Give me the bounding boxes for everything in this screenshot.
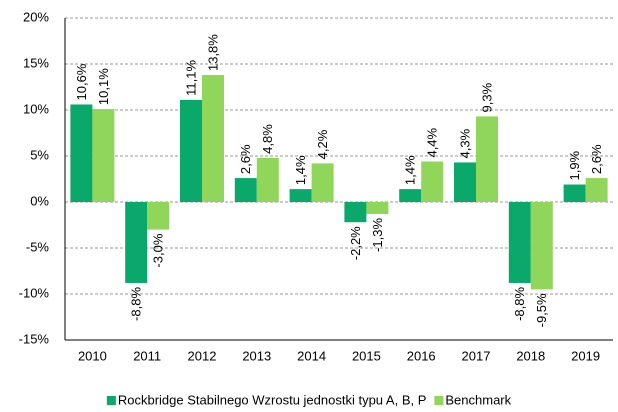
data-label: 4,4% bbox=[425, 127, 440, 157]
data-label: -3,0% bbox=[151, 233, 166, 267]
bar bbox=[454, 162, 476, 202]
x-tick-label: 2018 bbox=[516, 348, 545, 363]
bar bbox=[289, 189, 312, 202]
bar bbox=[399, 189, 422, 202]
y-tick-label: -15% bbox=[19, 331, 50, 346]
y-tick-label: 20% bbox=[23, 9, 49, 24]
data-label: 11,1% bbox=[183, 60, 198, 96]
data-label: 4,3% bbox=[457, 128, 472, 158]
data-label: 13,8% bbox=[205, 34, 220, 71]
y-tick-label: -5% bbox=[26, 239, 50, 254]
bar bbox=[421, 161, 444, 202]
y-tick-label: 0% bbox=[30, 193, 49, 208]
data-label: -1,3% bbox=[370, 218, 385, 252]
bar bbox=[180, 99, 202, 202]
bar bbox=[125, 202, 148, 283]
y-tick-label: 5% bbox=[30, 147, 49, 162]
data-label: 2,6% bbox=[589, 144, 604, 174]
data-label: -9,5% bbox=[534, 293, 549, 327]
data-label: -8,8% bbox=[129, 287, 144, 321]
bar bbox=[344, 202, 367, 223]
bar bbox=[92, 109, 115, 202]
data-label: 9,3% bbox=[479, 82, 494, 112]
bar bbox=[366, 202, 389, 214]
legend-label: Benchmark bbox=[445, 392, 511, 407]
y-tick-label: 15% bbox=[23, 55, 49, 70]
bar bbox=[530, 202, 553, 290]
data-label: 1,4% bbox=[293, 155, 308, 185]
bar bbox=[563, 184, 586, 202]
data-label: 10,1% bbox=[96, 68, 111, 105]
bar bbox=[256, 157, 279, 202]
x-tick-label: 2015 bbox=[352, 348, 381, 363]
x-tick-label: 2010 bbox=[78, 348, 107, 363]
bar bbox=[508, 202, 531, 283]
bar bbox=[147, 202, 170, 230]
x-tick-label: 2016 bbox=[407, 348, 436, 363]
x-tick-label: 2011 bbox=[133, 348, 161, 363]
x-tick-label: 2017 bbox=[462, 348, 491, 363]
data-label: -8,8% bbox=[512, 287, 527, 321]
y-tick-label: -10% bbox=[19, 285, 50, 300]
x-tick-label: 2012 bbox=[188, 348, 217, 363]
data-label: -2,2% bbox=[348, 226, 363, 260]
legend-marker bbox=[106, 396, 116, 405]
bar bbox=[202, 75, 224, 202]
bar bbox=[585, 178, 608, 202]
bar bbox=[476, 116, 498, 202]
y-tick-label: 10% bbox=[23, 101, 49, 116]
data-label: 1,9% bbox=[567, 150, 582, 180]
x-tick-label: 2014 bbox=[297, 348, 326, 363]
bar bbox=[234, 178, 257, 202]
data-label: 4,8% bbox=[260, 124, 275, 154]
legend-marker bbox=[434, 396, 444, 405]
bar bbox=[311, 163, 334, 202]
bar bbox=[70, 104, 93, 202]
x-tick-label: 2019 bbox=[571, 348, 600, 363]
x-tick-label: 2013 bbox=[242, 348, 271, 363]
data-label: 4,2% bbox=[315, 129, 330, 159]
data-label: 10,6% bbox=[74, 63, 89, 100]
data-label: 2,6% bbox=[238, 144, 253, 174]
legend-label: Rockbridge Stabilnego Wzrostu jednostki … bbox=[118, 392, 427, 407]
data-label: 1,4% bbox=[403, 155, 418, 185]
